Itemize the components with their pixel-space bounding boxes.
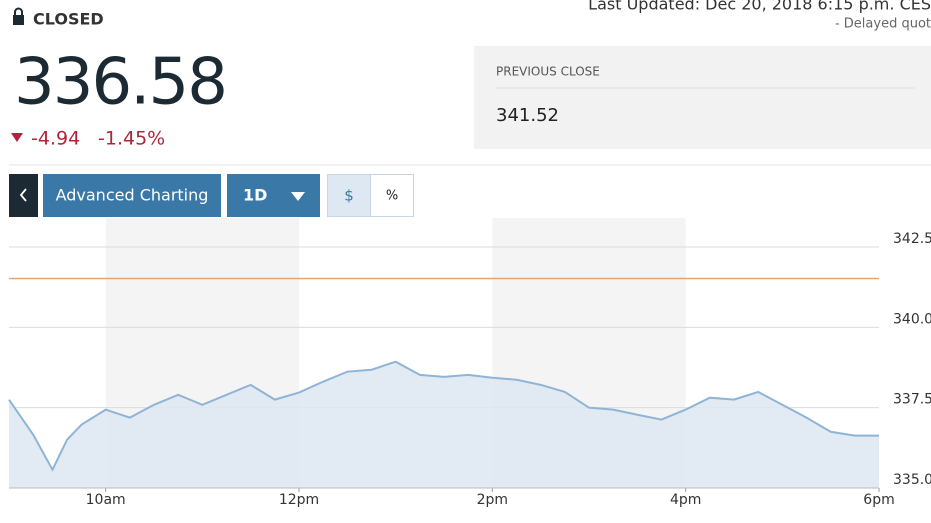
y-tick-label: 340.0 xyxy=(893,311,931,327)
percent-toggle[interactable] xyxy=(370,174,414,217)
chart-area: 342.5 340.0 337.5 335.0 10am 12pm 2pm 4pm 6pm xyxy=(8,218,931,508)
x-tick-label: 4pm xyxy=(670,492,701,508)
x-tick-label: 10am xyxy=(86,492,126,508)
previous-close-label: PREVIOUS CLOSE xyxy=(496,65,600,79)
y-tick-label: 342.5 xyxy=(893,231,931,247)
toggle-label: % xyxy=(386,189,398,204)
button-label: Advanced Charting xyxy=(56,186,209,205)
change: -4.94 xyxy=(31,128,80,150)
chevron-icon xyxy=(19,188,27,202)
lock-icon xyxy=(13,7,24,25)
x-tick-label: 2pm xyxy=(477,492,508,508)
change-percent: -1.45% xyxy=(98,128,165,150)
y-tick-label: 335.0 xyxy=(893,472,931,488)
previous-close-box xyxy=(474,46,931,149)
previous-close-value: 341.52 xyxy=(496,105,559,126)
y-tick-label: 337.5 xyxy=(893,392,931,408)
x-tick-label: 12pm xyxy=(279,492,319,508)
price: 336.58 xyxy=(14,46,226,120)
down-arrow xyxy=(11,133,23,142)
x-tick-label: 6pm xyxy=(863,492,894,508)
delay-note: - Delayed quot xyxy=(835,17,931,32)
price-area xyxy=(9,361,879,488)
dollar-toggle[interactable] xyxy=(327,174,371,217)
toggle-label: $ xyxy=(344,187,354,205)
dropdown-icon xyxy=(291,192,305,201)
range-label: 1D xyxy=(243,186,267,205)
back-button[interactable] xyxy=(9,174,38,217)
last-updated: Last Updated: Dec 20, 2018 6:15 p.m. CES xyxy=(588,0,931,14)
advanced-charting-button[interactable] xyxy=(43,174,221,217)
range-dropdown[interactable] xyxy=(227,174,320,217)
status: CLOSED xyxy=(33,10,104,29)
price-line xyxy=(8,360,879,472)
